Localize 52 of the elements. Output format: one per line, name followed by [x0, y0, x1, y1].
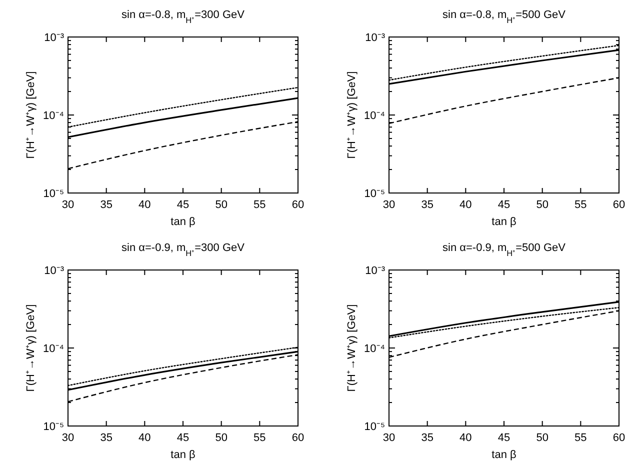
x-tick-label: 30 — [382, 199, 396, 211]
y-tick-label: 10⁻⁵ — [43, 188, 64, 200]
x-tick-label: 50 — [536, 432, 548, 444]
x-tick-label: 45 — [176, 199, 190, 211]
x-tick-label: 55 — [574, 432, 587, 444]
x-axis-title: tan β — [492, 216, 516, 228]
chart-title: sin α=-0.8, m$_{H⁺}$=500 GeV — [442, 9, 566, 24]
x-axis-title: tan β — [492, 449, 516, 461]
x-tick-label: 60 — [292, 199, 304, 211]
y-axis-title: Γ(H⁺→W⁺γ) [GeV] — [346, 304, 358, 392]
x-tick-label: 45 — [498, 199, 510, 211]
x-tick-label: 50 — [536, 199, 548, 211]
x-tick-label: 35 — [100, 432, 112, 444]
y-tick-label: 10⁻³ — [365, 265, 386, 277]
x-tick-label: 45 — [176, 432, 190, 444]
x-tick-label: 50 — [215, 199, 228, 211]
chart-title: sin α=-0.9, m$_{H⁺}$=300 GeV — [122, 242, 246, 258]
x-tick-label: 55 — [254, 432, 266, 444]
y-axis-title: Γ(H⁺→W⁺γ) [GeV] — [25, 71, 37, 159]
y-tick-label: 10⁻⁵ — [364, 188, 385, 200]
x-tick-label: 30 — [62, 432, 74, 444]
y-tick-label: 10⁻⁴ — [43, 343, 64, 355]
x-tick-label: 35 — [421, 432, 434, 444]
x-tick-label: 55 — [574, 199, 587, 211]
x-tick-label: 35 — [100, 199, 112, 211]
x-tick-label: 60 — [612, 199, 626, 211]
x-axis-title: tan β — [170, 216, 196, 228]
y-tick-label: 10⁻³ — [44, 32, 64, 44]
x-tick-label: 40 — [460, 432, 472, 444]
y-tick-label: 10⁻⁵ — [43, 421, 64, 433]
chart-title: sin α=-0.8, m$_{H⁺}$=300 GeV — [122, 9, 246, 24]
x-tick-label: 40 — [460, 199, 472, 211]
x-tick-label: 50 — [215, 432, 228, 444]
x-tick-label: 30 — [62, 199, 74, 211]
x-tick-label: 45 — [498, 432, 510, 444]
y-tick-label: 10⁻⁴ — [43, 110, 64, 122]
x-tick-label: 40 — [138, 199, 151, 211]
x-tick-label: 30 — [382, 432, 396, 444]
x-tick-label: 60 — [612, 432, 626, 444]
y-tick-label: 10⁻⁵ — [364, 421, 385, 433]
y-tick-label: 10⁻⁴ — [364, 110, 386, 122]
y-tick-label: 10⁻⁴ — [364, 343, 386, 355]
x-tick-label: 35 — [421, 199, 434, 211]
x-tick-label: 60 — [292, 432, 304, 444]
y-tick-label: 10⁻³ — [44, 265, 64, 277]
x-tick-label: 40 — [138, 432, 151, 444]
chart-title: sin α=-0.9, m$_{H⁺}$=500 GeV — [442, 242, 566, 258]
y-tick-label: 10⁻³ — [365, 32, 386, 44]
x-axis-title: tan β — [170, 449, 196, 461]
y-axis-title: Γ(H⁺→W⁺γ) [GeV] — [346, 71, 358, 159]
x-tick-label: 55 — [254, 199, 266, 211]
y-axis-title: Γ(H⁺→W⁺γ) [GeV] — [25, 304, 37, 392]
